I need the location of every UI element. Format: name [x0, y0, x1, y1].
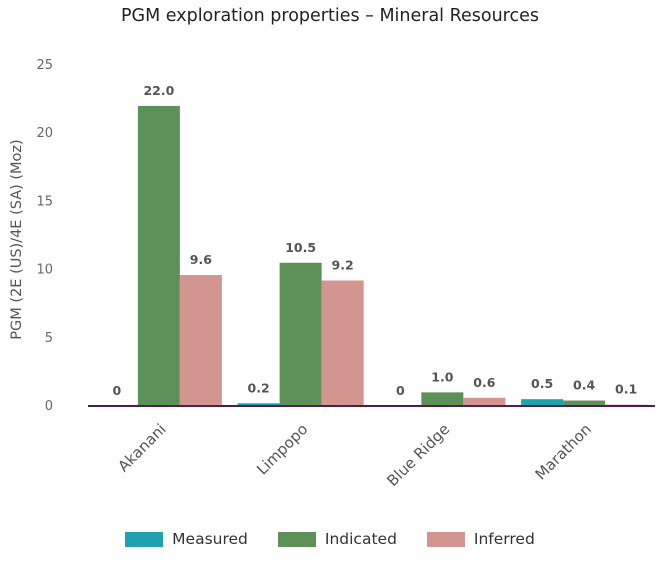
legend-item-inferred: Inferred	[426, 530, 535, 548]
x-tick-label: Akanani	[114, 420, 169, 475]
bar-indicated-blue-ridge	[421, 392, 464, 406]
data-label: 0.1	[615, 382, 637, 397]
x-tick-label: Limpopo	[253, 420, 311, 478]
x-tick-label: Marathon	[532, 420, 595, 483]
data-label: 10.5	[285, 240, 316, 255]
bar-indicated-marathon	[563, 400, 606, 406]
y-tick-label: 25	[36, 58, 53, 73]
data-label: 0.6	[473, 375, 495, 390]
bar-inferred-akanani	[179, 275, 222, 406]
data-label: 0.5	[531, 376, 553, 391]
data-label: 22.0	[143, 83, 174, 98]
legend-label: Indicated	[324, 530, 397, 548]
bar-indicated-akanani	[137, 105, 180, 407]
data-label: 9.6	[190, 252, 212, 267]
bar-inferred-limpopo	[321, 280, 364, 406]
legend-swatch	[277, 531, 316, 547]
legend-label: Measured	[172, 530, 248, 548]
y-axis-title: PGM (2E (US)/4E (SA) (Moz)	[9, 139, 25, 339]
data-label: 9.2	[332, 258, 354, 273]
data-label: 1.0	[431, 369, 453, 384]
bar-indicated-limpopo	[279, 262, 322, 406]
y-tick-label: 15	[36, 194, 53, 209]
chart-title: PGM exploration properties – Mineral Res…	[121, 6, 539, 26]
bar-measured-limpopo	[237, 403, 280, 406]
y-tick-label: 5	[45, 331, 53, 346]
data-label: 0	[396, 383, 405, 398]
data-label: 0	[113, 383, 122, 398]
legend-item-measured: Measured	[125, 530, 248, 548]
x-tick-label: Blue Ridge	[383, 420, 453, 490]
legend-item-indicated: Indicated	[277, 530, 397, 548]
legend-swatch	[125, 531, 164, 547]
data-label: 0.2	[248, 380, 270, 395]
bar-measured-marathon	[521, 399, 564, 406]
legend-swatch	[426, 531, 465, 547]
y-tick-label: 20	[36, 126, 53, 141]
y-tick-label: 10	[36, 263, 53, 278]
y-tick-label: 0	[45, 399, 53, 414]
legend-label: Inferred	[473, 530, 535, 548]
legend: Measured Indicated Inferred	[0, 530, 660, 548]
data-label: 0.4	[573, 378, 595, 393]
bar-inferred-blue-ridge	[463, 397, 506, 406]
